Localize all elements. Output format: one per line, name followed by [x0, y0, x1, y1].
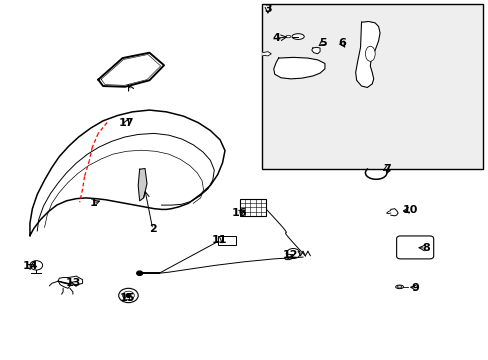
- Text: 3: 3: [264, 4, 271, 14]
- Bar: [239, 199, 266, 216]
- Text: 17: 17: [119, 118, 134, 128]
- FancyBboxPatch shape: [396, 236, 433, 259]
- Polygon shape: [138, 168, 147, 201]
- Text: 13: 13: [66, 278, 81, 288]
- Text: 5: 5: [318, 38, 325, 48]
- Ellipse shape: [397, 286, 401, 288]
- Text: 9: 9: [410, 283, 418, 293]
- Polygon shape: [262, 51, 271, 56]
- Text: 12: 12: [282, 250, 298, 260]
- Polygon shape: [355, 22, 379, 87]
- Polygon shape: [311, 47, 320, 54]
- Text: 16: 16: [231, 208, 247, 218]
- Text: 1: 1: [89, 198, 97, 208]
- Ellipse shape: [291, 34, 304, 40]
- Ellipse shape: [365, 46, 374, 61]
- Text: 7: 7: [382, 163, 390, 174]
- Text: 8: 8: [421, 243, 429, 253]
- Text: 14: 14: [23, 261, 39, 271]
- Ellipse shape: [395, 285, 403, 289]
- Text: 15: 15: [120, 293, 135, 303]
- Text: 11: 11: [211, 235, 226, 245]
- Text: 10: 10: [402, 205, 417, 215]
- Polygon shape: [273, 57, 325, 79]
- Bar: [217, 236, 236, 245]
- Ellipse shape: [285, 35, 290, 38]
- Text: 4: 4: [272, 33, 280, 43]
- Polygon shape: [58, 276, 82, 288]
- Circle shape: [137, 271, 142, 275]
- Text: 2: 2: [149, 225, 156, 234]
- Polygon shape: [390, 209, 397, 216]
- Text: 6: 6: [337, 38, 345, 48]
- Bar: [261, 4, 483, 169]
- Circle shape: [126, 294, 131, 297]
